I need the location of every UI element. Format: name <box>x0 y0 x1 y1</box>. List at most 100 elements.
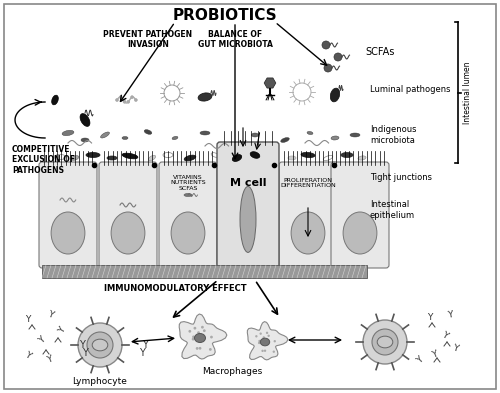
Text: Y: Y <box>446 310 454 320</box>
Ellipse shape <box>86 152 100 158</box>
Text: PROBIOTICS: PROBIOTICS <box>172 8 278 23</box>
Text: Y: Y <box>440 330 450 340</box>
Ellipse shape <box>288 156 296 160</box>
Text: Indigenous
microbiota: Indigenous microbiota <box>370 125 416 145</box>
Circle shape <box>266 332 268 334</box>
Text: COMPETITIVE
EXCLUSION OF
PATHOGENS: COMPETITIVE EXCLUSION OF PATHOGENS <box>12 145 75 175</box>
Circle shape <box>197 331 200 334</box>
Polygon shape <box>264 78 276 88</box>
Ellipse shape <box>220 146 230 154</box>
Ellipse shape <box>307 131 313 134</box>
Text: M cell: M cell <box>230 178 266 188</box>
Ellipse shape <box>92 339 108 351</box>
Circle shape <box>372 329 398 355</box>
Text: VITAMINS
NUTRIENTS
SCFAS: VITAMINS NUTRIENTS SCFAS <box>170 175 206 191</box>
Text: Y: Y <box>142 340 148 350</box>
Ellipse shape <box>122 153 138 159</box>
Ellipse shape <box>107 156 117 160</box>
Circle shape <box>363 320 407 364</box>
Ellipse shape <box>200 131 210 135</box>
Text: Luminal pathogens: Luminal pathogens <box>370 86 450 94</box>
Text: IMMUNOMODULATORY EFFECT: IMMUNOMODULATORY EFFECT <box>104 284 247 293</box>
Circle shape <box>134 99 138 101</box>
Bar <box>42 265 367 278</box>
Circle shape <box>293 83 311 101</box>
Ellipse shape <box>291 212 325 254</box>
Circle shape <box>164 85 180 101</box>
Circle shape <box>203 329 205 332</box>
Circle shape <box>194 327 196 330</box>
Ellipse shape <box>62 130 74 136</box>
Ellipse shape <box>81 138 89 142</box>
Text: BALANCE OF
GUT MICROBIOTA: BALANCE OF GUT MICROBIOTA <box>198 30 272 50</box>
Ellipse shape <box>211 152 219 157</box>
Circle shape <box>78 323 122 367</box>
Text: Y: Y <box>46 355 54 365</box>
Circle shape <box>192 336 195 338</box>
Ellipse shape <box>266 152 278 158</box>
Ellipse shape <box>230 156 240 160</box>
Circle shape <box>127 100 130 103</box>
Ellipse shape <box>194 334 205 343</box>
Ellipse shape <box>341 152 353 158</box>
Circle shape <box>272 351 275 353</box>
Circle shape <box>258 340 260 342</box>
Ellipse shape <box>51 212 85 254</box>
Text: SCFAs: SCFAs <box>365 47 394 57</box>
Ellipse shape <box>350 133 360 137</box>
Circle shape <box>274 340 276 342</box>
Text: PROLIFERATION
DIFFERENTIATION: PROLIFERATION DIFFERENTIATION <box>280 178 336 188</box>
Circle shape <box>262 350 264 352</box>
Text: Y: Y <box>46 310 54 320</box>
Ellipse shape <box>252 133 258 137</box>
Text: Tight junctions: Tight junctions <box>370 173 432 182</box>
FancyBboxPatch shape <box>159 162 217 268</box>
FancyBboxPatch shape <box>99 162 157 268</box>
FancyBboxPatch shape <box>331 162 389 268</box>
Ellipse shape <box>111 212 145 254</box>
Ellipse shape <box>260 338 270 346</box>
Text: Y: Y <box>451 343 459 353</box>
Circle shape <box>262 336 265 339</box>
Ellipse shape <box>240 186 256 252</box>
Circle shape <box>259 341 262 343</box>
Ellipse shape <box>324 156 332 161</box>
Circle shape <box>198 347 202 350</box>
Circle shape <box>201 326 204 329</box>
Circle shape <box>130 95 134 99</box>
Ellipse shape <box>171 212 205 254</box>
Circle shape <box>264 349 266 352</box>
Ellipse shape <box>80 114 90 127</box>
FancyBboxPatch shape <box>217 142 279 268</box>
Ellipse shape <box>242 144 254 152</box>
Circle shape <box>193 336 196 340</box>
Text: Lymphocyte: Lymphocyte <box>72 378 128 386</box>
Circle shape <box>258 342 260 344</box>
Circle shape <box>196 347 198 350</box>
Ellipse shape <box>71 156 79 160</box>
Text: Y: Y <box>37 335 47 345</box>
Text: Y: Y <box>24 350 32 360</box>
Ellipse shape <box>148 155 156 161</box>
Circle shape <box>210 336 213 338</box>
FancyBboxPatch shape <box>279 162 337 268</box>
Circle shape <box>116 99 118 101</box>
Text: Macrophages: Macrophages <box>202 367 262 376</box>
Ellipse shape <box>184 193 192 196</box>
Circle shape <box>123 100 126 103</box>
Circle shape <box>260 332 262 335</box>
Ellipse shape <box>280 138 289 142</box>
Text: Intestinal
epithelium: Intestinal epithelium <box>370 200 415 220</box>
Ellipse shape <box>253 150 263 160</box>
Ellipse shape <box>250 152 260 158</box>
Circle shape <box>209 348 212 351</box>
Text: Y: Y <box>79 340 85 350</box>
Ellipse shape <box>184 155 196 161</box>
Text: Y: Y <box>431 350 439 360</box>
Ellipse shape <box>52 95 59 105</box>
Text: Intestinal lumen: Intestinal lumen <box>463 61 472 124</box>
Ellipse shape <box>343 212 377 254</box>
FancyBboxPatch shape <box>39 162 97 268</box>
Circle shape <box>192 338 194 341</box>
Circle shape <box>120 95 122 99</box>
